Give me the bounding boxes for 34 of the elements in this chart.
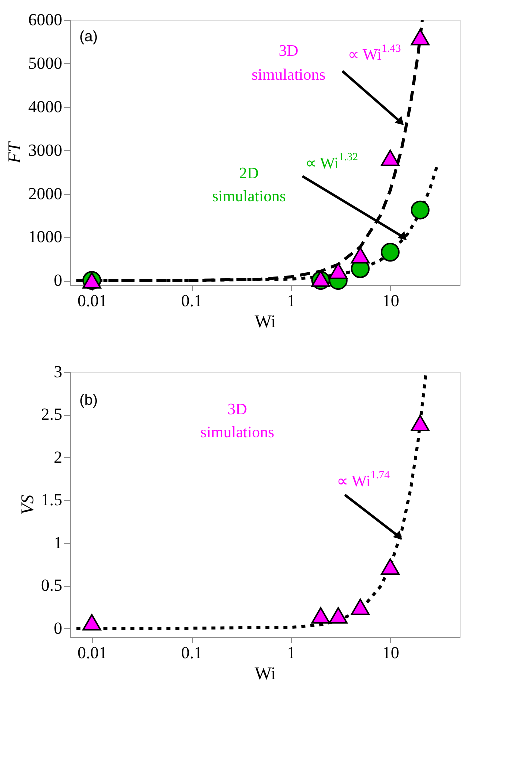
x-axis-title: Wi bbox=[254, 664, 276, 684]
annotation: (a) bbox=[80, 28, 98, 46]
y-tick-label: 1.5 bbox=[41, 490, 62, 510]
y-axis-title: VS bbox=[17, 495, 38, 515]
y-axis-title: FT bbox=[4, 140, 24, 165]
y-tick-label: 4000 bbox=[28, 97, 62, 116]
y-tick-label: 5000 bbox=[28, 54, 62, 73]
y-tick-label: 2000 bbox=[28, 184, 62, 204]
y-tick-label: 0 bbox=[54, 271, 62, 290]
x-tick-label: 1 bbox=[287, 644, 296, 662]
annotation: simulations bbox=[252, 66, 326, 84]
y-tick-label: 1000 bbox=[28, 228, 62, 247]
x-tick-label: 0.01 bbox=[78, 292, 108, 310]
annotation: 2D bbox=[239, 166, 259, 183]
x-tick-label: 0.1 bbox=[181, 292, 203, 310]
x-tick-label: 10 bbox=[382, 644, 400, 662]
annotation: 3D bbox=[279, 43, 299, 60]
y-tick-label: 0 bbox=[54, 618, 62, 638]
y-tick-label: 1 bbox=[54, 533, 62, 552]
x-tick-label: 1 bbox=[287, 292, 296, 310]
annotation: simulations bbox=[200, 424, 274, 442]
x-tick-label: 0.01 bbox=[78, 644, 108, 662]
y-tick-label: 2 bbox=[54, 448, 62, 467]
x-axis-title: Wi bbox=[254, 312, 276, 332]
annotation: 3D bbox=[228, 402, 248, 419]
annotation: simulations bbox=[212, 188, 286, 206]
x-tick-label: 0.1 bbox=[181, 644, 203, 662]
y-tick-label: 3 bbox=[54, 362, 62, 382]
y-tick-label: 0.5 bbox=[41, 576, 62, 596]
y-tick-label: 2.5 bbox=[41, 405, 62, 424]
y-tick-label: 6000 bbox=[28, 10, 62, 30]
annotation: (b) bbox=[80, 392, 98, 410]
y-tick-label: 3000 bbox=[28, 140, 62, 160]
x-tick-label: 10 bbox=[382, 292, 400, 310]
